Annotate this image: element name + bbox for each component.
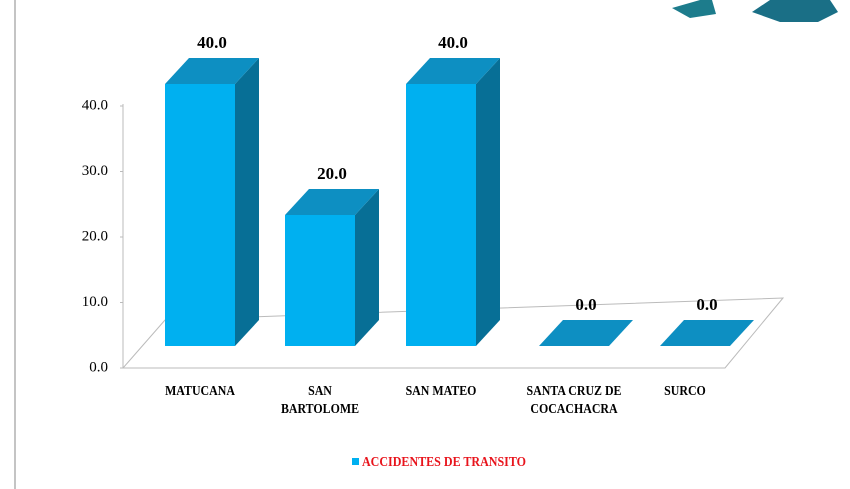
bar-side [355,189,379,346]
value-label: 0.0 [696,295,717,314]
value-label: 0.0 [575,295,596,314]
x-tick-label: MATUCANA [149,383,251,401]
logo-shape [672,0,716,18]
x-tick-label: SANTA CRUZ DE COCACHACRA [523,383,625,419]
y-tick-label: 30.0 [82,163,108,179]
bar [165,84,235,346]
bar-side [235,58,259,346]
x-tick-label: SURCO [634,383,736,401]
y-tick-label: 40.0 [82,97,108,113]
y-tick-label: 20.0 [82,228,108,244]
bar-side [476,58,500,346]
chart: 0.0 10.0 20.0 30.0 40.0 40.0 20.0 40.0 0.0 0.0 ACC… [0,0,850,489]
bar [406,84,476,346]
legend-label: ACCIDENTES DE TRANSITO [362,455,526,470]
chart-svg: 0.0 10.0 20.0 30.0 40.0 40.0 20.0 40.0 0.0 0.0 ACC… [0,0,850,489]
y-tick-label: 10.0 [82,294,108,310]
legend-swatch [352,458,359,465]
value-label: 40.0 [438,33,468,52]
value-label: 20.0 [317,164,347,183]
logo-shape [752,0,838,22]
y-tick-label: 0.0 [89,359,108,375]
bar [660,320,754,346]
bar [285,215,355,346]
value-label: 40.0 [197,33,227,52]
x-tick-label: SAN MATEO [390,383,492,401]
bar [539,320,633,346]
x-tick-label: SAN BARTOLOME [269,383,371,419]
